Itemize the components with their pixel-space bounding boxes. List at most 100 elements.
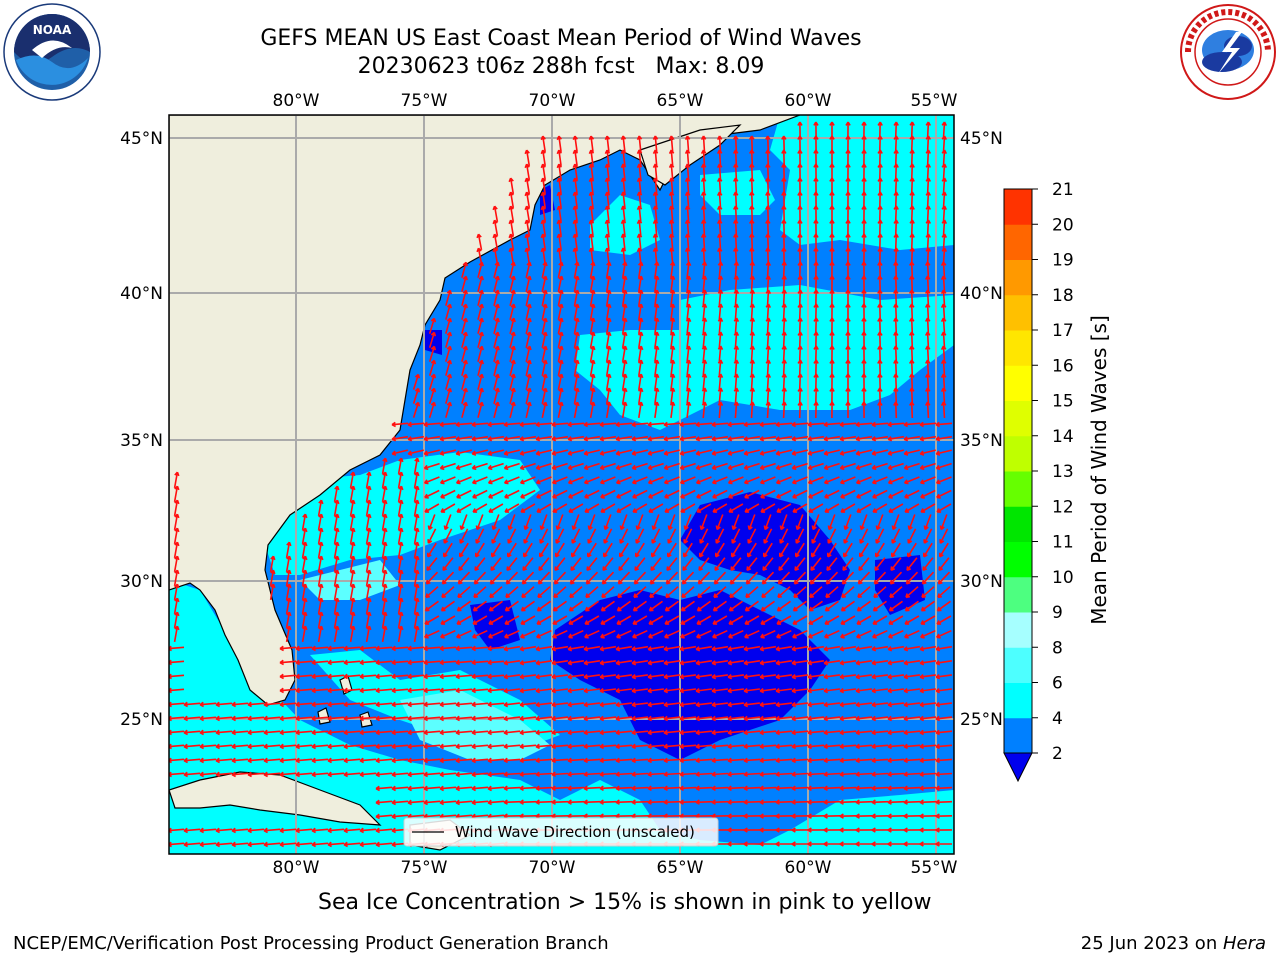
- wind-arrow: [695, 757, 713, 764]
- wind-arrow: [732, 177, 739, 195]
- wind-arrow: [775, 449, 792, 456]
- wind-arrow: [173, 485, 180, 503]
- wind-arrow: [567, 645, 585, 652]
- wind-arrow: [823, 771, 841, 778]
- wind-arrow: [759, 827, 777, 833]
- wind-arrow: [845, 121, 851, 139]
- wind-arrow: [797, 289, 803, 307]
- wind-arrow: [231, 729, 249, 736]
- wind-arrow: [173, 541, 180, 559]
- wind-arrow: [637, 401, 644, 419]
- wind-arrow: [887, 841, 904, 847]
- wind-arrow: [871, 813, 889, 819]
- wind-arrow: [919, 645, 937, 652]
- wind-arrow: [825, 586, 839, 599]
- wind-arrow: [781, 135, 787, 153]
- wind-arrow: [839, 757, 857, 764]
- wind-arrow: [407, 435, 425, 442]
- wind-arrow: [503, 715, 521, 722]
- wind-arrow: [493, 317, 500, 334]
- wind-arrow: [391, 771, 409, 778]
- wind-arrow: [583, 729, 601, 736]
- wind-arrow: [583, 673, 601, 680]
- wind-arrow: [263, 771, 281, 778]
- wind-arrow: [471, 476, 488, 485]
- wind-arrow: [493, 261, 500, 278]
- wind-arrow: [285, 597, 292, 615]
- wind-arrow: [695, 715, 713, 722]
- nws-logo-icon: [1180, 4, 1276, 100]
- wind-arrow: [509, 261, 516, 278]
- wind-arrow: [781, 345, 788, 363]
- wind-arrow: [925, 121, 932, 139]
- wind-arrow: [935, 841, 952, 847]
- wind-arrow: [887, 771, 905, 778]
- wind-arrow: [492, 205, 499, 223]
- wind-arrow: [247, 771, 265, 778]
- wind-arrow: [810, 557, 822, 572]
- wind-arrow: [472, 629, 488, 639]
- wind-arrow: [539, 542, 549, 558]
- wind-arrow: [349, 597, 356, 615]
- wind-arrow: [813, 233, 819, 251]
- wind-arrow: [567, 715, 585, 722]
- wind-arrow: [506, 557, 518, 572]
- wind-arrow: [727, 462, 744, 471]
- wind-arrow: [887, 645, 905, 652]
- wind-arrow: [919, 785, 937, 792]
- wind-arrow: [749, 289, 756, 307]
- wind-arrow: [567, 771, 585, 778]
- wind-arrow: [632, 615, 648, 625]
- wind-arrow: [728, 629, 744, 639]
- wind-arrow: [925, 205, 932, 223]
- wind-arrow: [669, 331, 676, 349]
- wind-arrow: [875, 514, 884, 531]
- wind-arrow: [631, 771, 649, 778]
- wind-arrow: [716, 219, 723, 237]
- wind-arrow: [743, 771, 761, 778]
- wind-arrow: [775, 476, 792, 485]
- wind-arrow: [695, 785, 713, 792]
- wind-arrow: [797, 331, 803, 349]
- wind-arrow: [525, 359, 532, 376]
- wind-arrow: [877, 163, 883, 181]
- wind-arrow: [375, 799, 393, 806]
- wind-arrow: [333, 597, 340, 615]
- wind-arrow: [620, 149, 627, 167]
- wind-arrow: [365, 513, 372, 531]
- colorbar-extend-triangle: [1003, 752, 1033, 783]
- wind-arrow: [311, 673, 329, 680]
- wind-arrow: [553, 571, 567, 585]
- wind-arrow: [487, 799, 505, 806]
- wind-arrow: [845, 233, 851, 251]
- wind-arrow: [604, 149, 611, 166]
- colorbar-tick-label: 18: [1052, 286, 1074, 306]
- wind-arrow: [713, 571, 727, 585]
- wind-arrow: [700, 177, 707, 195]
- wind-arrow: [903, 757, 921, 764]
- wind-arrow: [888, 489, 904, 499]
- wind-arrow: [557, 345, 564, 362]
- wind-arrow: [615, 701, 632, 708]
- wind-arrow: [845, 205, 851, 223]
- wind-arrow: [920, 600, 935, 612]
- wind-arrow: [823, 673, 841, 680]
- wind-arrow: [487, 476, 504, 485]
- wind-arrow: [826, 557, 838, 572]
- wind-arrow: [621, 317, 628, 335]
- wind-arrow: [920, 489, 936, 499]
- wind-arrow: [727, 785, 745, 792]
- wind-arrow: [413, 527, 420, 545]
- wind-arrow: [649, 586, 663, 599]
- wind-arrow: [813, 345, 819, 363]
- wind-arrow: [793, 586, 807, 599]
- wind-arrow: [700, 233, 707, 251]
- wind-arrow: [727, 449, 744, 456]
- wind-arrow: [327, 743, 345, 750]
- wind-arrow: [551, 660, 569, 666]
- wind-arrow: [744, 615, 760, 625]
- wind-arrow: [599, 673, 617, 680]
- wind-arrow: [199, 729, 217, 736]
- wind-arrow: [839, 462, 856, 471]
- wind-arrow: [872, 600, 887, 612]
